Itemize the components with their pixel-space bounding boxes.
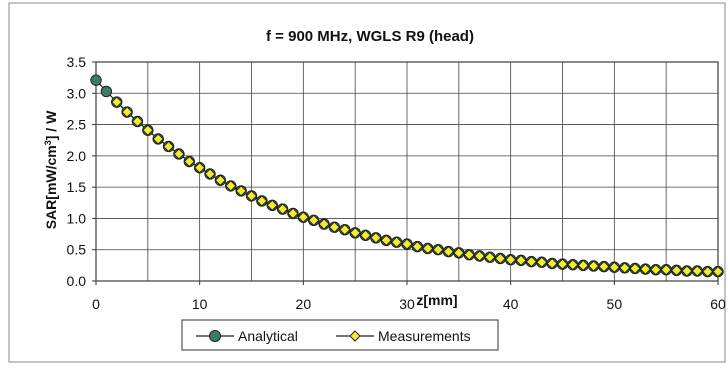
chart-title: f = 900 MHz, WGLS R9 (head) [266, 28, 474, 45]
measurement-point [380, 234, 392, 247]
y-axis-label: SAR[mW/cm3] / W [43, 110, 59, 229]
series-layer [90, 74, 724, 278]
legend-box [181, 319, 499, 351]
measurement-point [691, 265, 703, 277]
measurement-point [214, 174, 227, 186]
measurement-point [401, 238, 413, 250]
measurement-point [536, 256, 548, 268]
y-axis-ticks: 0.0 0.5 1.0 1.5 2.0 2.5 3.0 3.5 [67, 54, 96, 289]
y-tick-label: 1.5 [67, 179, 87, 195]
y-tick-label: 0.5 [67, 242, 87, 258]
measurement-point [318, 218, 330, 230]
analytical-point [100, 85, 113, 98]
measurement-point [142, 124, 154, 136]
y-tick-label: 3.0 [67, 85, 87, 101]
legend: Analytical Measurements [181, 319, 499, 351]
measurement-point [473, 250, 486, 262]
measurement-point [152, 133, 164, 145]
legend-analytical-marker [209, 330, 221, 342]
measurement-point [608, 261, 621, 273]
measurement-point [556, 258, 569, 270]
measurement-point [515, 254, 527, 267]
x-tick-label: 0 [92, 296, 100, 312]
measurement-point [204, 168, 216, 180]
measurement-point [287, 207, 299, 220]
measurement-point [339, 223, 351, 236]
measurement-point [494, 252, 507, 265]
measurement-point [546, 257, 558, 270]
measurement-point [276, 203, 289, 215]
measurement-point [349, 227, 361, 239]
measurement-point [162, 140, 175, 153]
measurement-point [359, 229, 372, 242]
measurement-point [266, 199, 278, 211]
measurement-point [131, 115, 144, 128]
measurement-point [173, 148, 185, 160]
measurement-point [111, 96, 123, 108]
measurement-point [390, 236, 403, 248]
measurement-point [453, 247, 465, 259]
measurement-point [225, 180, 237, 192]
measurement-point [577, 259, 589, 272]
measurement-point [618, 262, 631, 274]
y-tick-label: 2.5 [67, 117, 87, 133]
x-tick-label: 30 [399, 296, 415, 312]
x-axis-label: z[mm] [416, 292, 457, 308]
measurement-point [256, 195, 268, 207]
y-tick-label: 2.0 [67, 148, 87, 164]
measurement-point [660, 264, 672, 276]
x-tick-label: 10 [192, 296, 208, 312]
measurement-point [432, 244, 444, 256]
y-tick-label: 0.0 [67, 273, 87, 289]
measurement-point [567, 259, 579, 271]
x-tick-label: 60 [710, 296, 726, 312]
measurement-point [307, 214, 320, 227]
y-tick-label: 3.5 [67, 54, 87, 70]
analytical-point [90, 74, 102, 86]
x-tick-label: 50 [607, 296, 623, 312]
measurement-point [670, 264, 683, 277]
measurement-point [442, 245, 455, 258]
measurement-point [183, 155, 196, 168]
measurement-point [235, 185, 247, 197]
measurement-point [328, 221, 341, 233]
measurement-point [629, 262, 641, 275]
measurement-point [598, 260, 610, 273]
y-tick-label: 1.0 [67, 210, 87, 226]
x-tick-label: 40 [503, 296, 519, 312]
measurement-point [422, 242, 434, 255]
measurement-point [681, 265, 693, 277]
x-axis-ticks: 0 10 20 30 40 50 60 [92, 281, 726, 312]
measurement-point [504, 254, 517, 266]
measurement-point [701, 265, 714, 278]
x-tick-label: 20 [296, 296, 312, 312]
measurement-point [712, 265, 724, 278]
measurement-point [587, 260, 600, 272]
measurement-point [245, 190, 258, 202]
measurement-point [193, 162, 206, 174]
measurement-point [484, 251, 496, 263]
measurement-point [370, 232, 382, 244]
measurement-point [650, 264, 662, 276]
measurement-point [297, 211, 310, 223]
measurement-point [121, 106, 133, 118]
legend-measurements-label: Measurements [378, 328, 471, 344]
measurement-point [525, 255, 538, 268]
measurement-point [463, 249, 475, 261]
measurement-point [411, 240, 424, 253]
measurement-point [639, 263, 652, 275]
legend-measurements-marker [349, 330, 361, 342]
legend-analytical-label: Analytical [238, 328, 298, 344]
